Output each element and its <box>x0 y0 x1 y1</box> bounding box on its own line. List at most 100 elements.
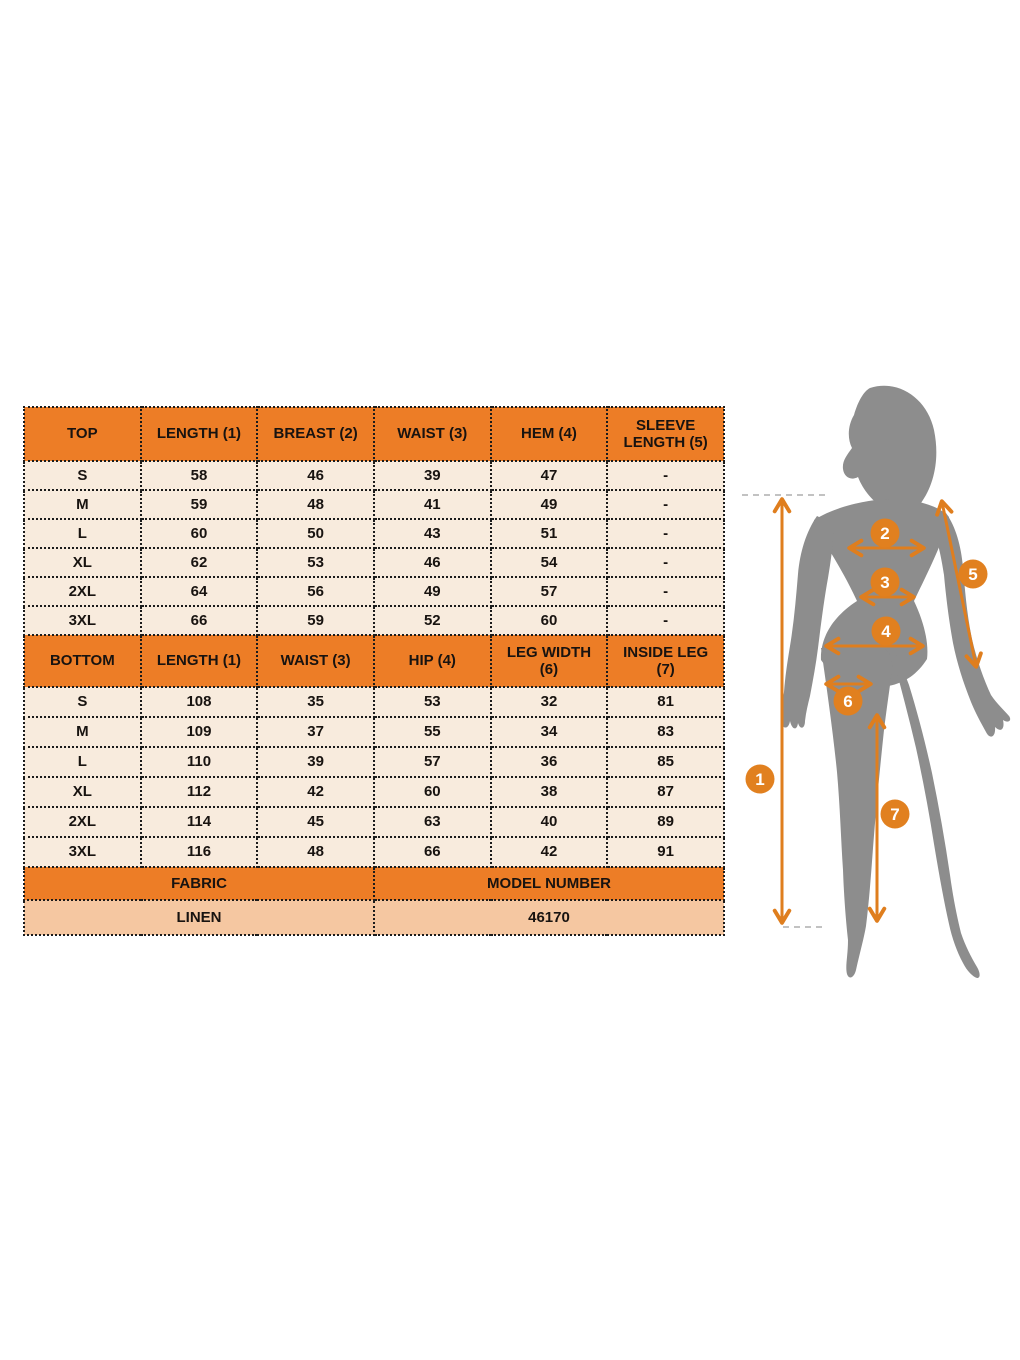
size-value: 49 <box>489 489 609 520</box>
size-value: 63 <box>372 806 492 838</box>
right-leg-shape <box>893 655 980 978</box>
size-value: 53 <box>256 547 375 578</box>
footer-value: LINEN <box>23 899 375 936</box>
size-value: 34 <box>489 716 609 748</box>
marker-7: 7 <box>880 799 910 829</box>
marker-2: 2 <box>870 518 900 548</box>
head-hair-shape <box>842 385 937 513</box>
size-value: 46 <box>372 547 492 578</box>
size-value: 42 <box>256 776 375 808</box>
size-row: S 108 35 53 32 81 <box>23 686 725 718</box>
size-row: S 58 46 39 47- <box>23 460 725 491</box>
column-header: HEM (4) <box>489 406 609 462</box>
size-value: 62 <box>139 547 259 578</box>
marker-4: 4 <box>871 616 901 646</box>
size-value: 36 <box>489 746 609 778</box>
marker-1: 1 <box>745 764 775 794</box>
size-value: 38 <box>489 776 609 808</box>
size-value: 50 <box>256 518 375 549</box>
size-row: 2XL 64 56 49 57- <box>23 576 725 607</box>
measurement-markers: 1 2 3 4 5 6 7 <box>745 518 988 829</box>
size-label: XL <box>23 776 142 808</box>
size-label: 3XL <box>23 605 142 636</box>
marker-4-label: 4 <box>881 622 891 641</box>
reference-dash-lines <box>742 494 828 928</box>
size-value: 48 <box>256 489 375 520</box>
column-header: LEG WIDTH (6) <box>489 634 609 688</box>
size-value: 91 <box>606 836 725 868</box>
footer-label-row: FABRIC MODEL NUMBER <box>23 866 726 901</box>
size-value: 41 <box>372 489 492 520</box>
size-table: TOP LENGTH (1) BREAST (2) WAIST (3) HEM (4) S… <box>23 406 726 936</box>
body-silhouette <box>781 385 1011 978</box>
size-value: 40 <box>489 806 609 838</box>
column-header: HIP (4) <box>372 634 492 688</box>
size-value: - <box>606 518 725 549</box>
right-arm-shape <box>931 513 1011 737</box>
marker-5: 5 <box>958 559 988 589</box>
section-header-row: BOTTOM LENGTH (1) WAIST (3) HIP (4) LEG WIDT… <box>23 634 725 688</box>
footer-label: FABRIC <box>23 866 375 901</box>
section-header-row: TOP LENGTH (1) BREAST (2) WAIST (3) HEM (4) S… <box>23 406 725 462</box>
size-row: XL 62 53 46 54- <box>23 547 725 578</box>
size-value: 57 <box>489 576 609 607</box>
size-row: 2XL 114 45 63 40 89 <box>23 806 725 838</box>
marker-7-label: 7 <box>890 805 899 824</box>
size-row: M 109 37 55 34 83 <box>23 716 725 748</box>
size-value: 64 <box>139 576 259 607</box>
marker-6-label: 6 <box>843 692 852 711</box>
size-value: 109 <box>139 716 259 748</box>
size-label: L <box>23 518 142 549</box>
size-row: L 60 50 43 51- <box>23 518 725 549</box>
size-value: 54 <box>489 547 609 578</box>
size-label: 2XL <box>23 576 142 607</box>
size-value: 37 <box>256 716 375 748</box>
size-value: 32 <box>489 686 609 718</box>
size-label: L <box>23 746 142 778</box>
size-value: 49 <box>372 576 492 607</box>
size-value: - <box>606 576 725 607</box>
size-value: - <box>606 460 725 491</box>
size-value: - <box>606 489 725 520</box>
marker-5-label: 5 <box>968 565 977 584</box>
marker-2-label: 2 <box>880 524 889 543</box>
size-value: 39 <box>256 746 375 778</box>
size-label: S <box>23 686 142 718</box>
size-label: M <box>23 716 142 748</box>
size-value: 45 <box>256 806 375 838</box>
size-row: L 110 39 57 36 85 <box>23 746 725 778</box>
size-value: 46 <box>256 460 375 491</box>
size-row: 3XL 116 48 66 42 91 <box>23 836 725 868</box>
size-value: 114 <box>139 806 259 838</box>
size-value: 43 <box>372 518 492 549</box>
marker-6: 6 <box>833 686 863 716</box>
size-value: 39 <box>372 460 492 491</box>
size-value: 60 <box>489 605 609 636</box>
size-value: 81 <box>606 686 725 718</box>
column-header: BOTTOM <box>23 634 142 688</box>
size-value: 89 <box>606 806 725 838</box>
marker-1-label: 1 <box>755 770 764 789</box>
marker-3: 3 <box>870 567 900 597</box>
size-value: 42 <box>489 836 609 868</box>
column-header: LENGTH (1) <box>139 406 259 462</box>
size-value: 83 <box>606 716 725 748</box>
size-value: 58 <box>139 460 259 491</box>
left-arm-shape <box>781 516 834 729</box>
size-value: - <box>606 605 725 636</box>
size-value: 87 <box>606 776 725 808</box>
size-value: 85 <box>606 746 725 778</box>
size-row: M 59 48 41 49- <box>23 489 725 520</box>
footer-value: 46170 <box>372 899 726 936</box>
size-value: 57 <box>372 746 492 778</box>
size-value: 55 <box>372 716 492 748</box>
size-value: 51 <box>489 518 609 549</box>
size-value: 59 <box>256 605 375 636</box>
size-label: 3XL <box>23 836 142 868</box>
column-header: INSIDE LEG (7) <box>606 634 725 688</box>
size-value: 47 <box>489 460 609 491</box>
size-row: 3XL 66 59 52 60- <box>23 605 725 636</box>
measurement-figure: 1 2 3 4 5 6 7 <box>742 385 1011 978</box>
column-header: SLEEVE LENGTH (5) <box>606 406 725 462</box>
size-label: 2XL <box>23 806 142 838</box>
